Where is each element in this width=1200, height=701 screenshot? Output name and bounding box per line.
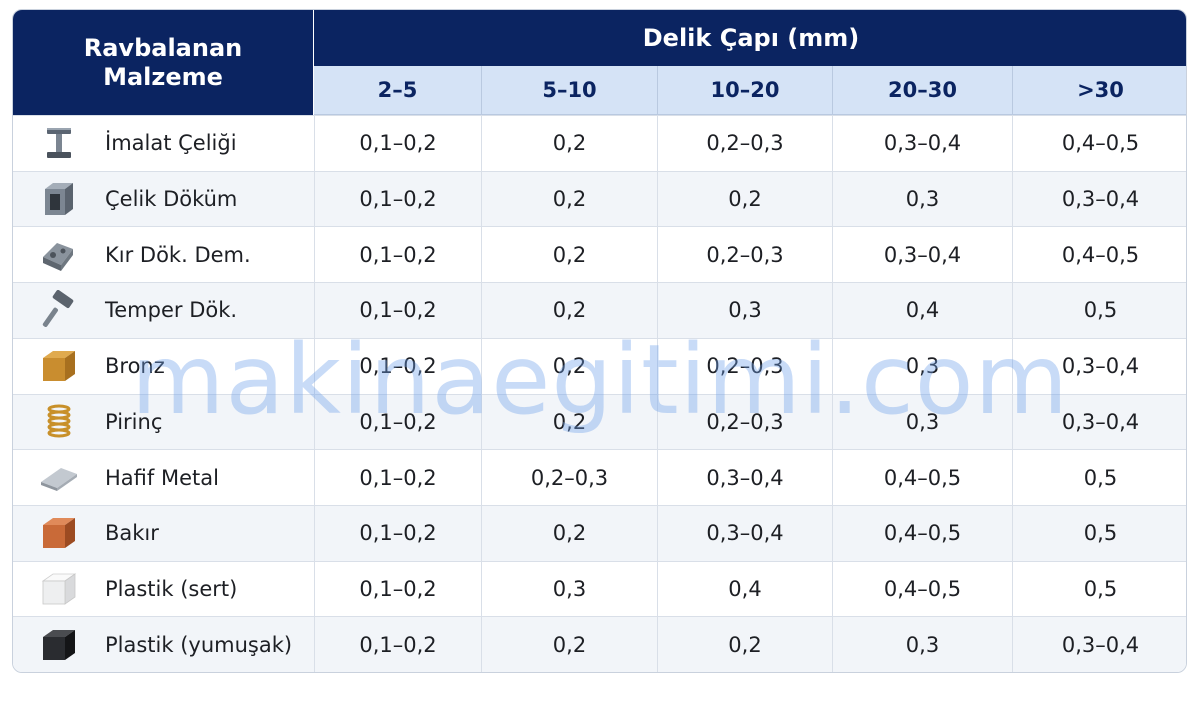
copper-cube-icon [39,513,79,553]
material-name-cell: İmalat Çeliği [13,115,314,171]
material-name: Hafif Metal [105,465,219,490]
value-cell: 0,1–0,2 [314,282,481,338]
hole-diameter-group-header: Delik Çapı (mm) [314,10,1186,66]
material-name: Bronz [105,354,165,379]
value-cell: 0,2 [481,337,657,394]
value-cell: 0,4 [832,282,1012,338]
value-cell: 0,2 [481,115,657,171]
steel-cube-icon [39,179,79,219]
material-name-cell: Pirinç [13,393,314,450]
value-cell: 0,4–0,5 [832,560,1012,617]
value-cell: 0,2–0,3 [657,393,832,450]
bronze-cube-icon [39,346,79,386]
material-name: Plastik (sert) [105,576,238,601]
value-cell: 0,3 [832,393,1012,450]
value-cell: 0,1–0,2 [314,616,481,672]
material-name: Çelik Döküm [105,187,238,212]
value-cell: 0,3–0,4 [832,226,1012,283]
value-cell: 0,2 [481,504,657,561]
value-cell: 0,3 [832,170,1012,227]
value-cell: 0,1–0,2 [314,226,481,283]
material-name-cell: Çelik Döküm [13,170,314,227]
column-header-5-10: 5–10 [481,66,657,115]
value-cell: 0,1–0,2 [314,560,481,617]
value-cell: 0,3 [657,282,832,338]
column-header-20-30: 20–30 [832,66,1012,115]
value-cell: 0,3 [481,560,657,617]
material-name-cell: Plastik (yumuşak) [13,616,314,672]
column-header-over-30: >30 [1012,66,1186,115]
material-name-cell: Bronz [13,337,314,394]
value-cell: 0,1–0,2 [314,393,481,450]
value-cell: 0,2 [481,226,657,283]
material-name: Kır Dök. Dem. [105,242,251,267]
material-name-cell: Plastik (sert) [13,560,314,617]
value-cell: 0,1–0,2 [314,337,481,394]
material-column-header: Ravbalanan Malzeme [13,10,314,115]
value-cell: 0,2 [657,170,832,227]
white-plastic-cube-icon [39,569,79,609]
value-cell: 0,5 [1012,504,1186,561]
value-cell: 0,5 [1012,560,1186,617]
material-name: Pirinç [105,409,163,434]
column-header-10-20: 10–20 [657,66,832,115]
material-header-line1: Ravbalanan [83,33,243,62]
light-metal-plate-icon [39,458,79,498]
value-cell: 0,5 [1012,282,1186,338]
i-beam-icon [39,123,79,163]
hammer-icon [39,290,79,330]
value-cell: 0,4–0,5 [832,449,1012,505]
value-cell: 0,3 [832,616,1012,672]
material-name-cell: Bakır [13,504,314,561]
value-cell: 0,2–0,3 [657,226,832,283]
value-cell: 0,2 [481,282,657,338]
material-name: İmalat Çeliği [105,131,237,156]
value-cell: 0,4–0,5 [832,504,1012,561]
material-name-cell: Temper Dök. [13,282,314,338]
brass-spring-icon [39,402,79,442]
material-name: Plastik (yumuşak) [105,632,293,657]
value-cell: 0,2–0,3 [657,337,832,394]
value-cell: 0,2 [481,170,657,227]
tap-drill-table: Ravbalanan Malzeme Delik Çapı (mm) 2–5 5… [12,9,1187,673]
value-cell: 0,4–0,5 [1012,115,1186,171]
value-cell: 0,1–0,2 [314,170,481,227]
value-cell: 0,3–0,4 [657,504,832,561]
value-cell: 0,1–0,2 [314,115,481,171]
material-header-line2: Malzeme [103,62,223,91]
value-cell: 0,2–0,3 [481,449,657,505]
material-name-cell: Kır Dök. Dem. [13,226,314,282]
value-cell: 0,2–0,3 [657,115,832,171]
material-name-cell: Hafif Metal [13,449,314,505]
value-cell: 0,5 [1012,449,1186,505]
value-cell: 0,3–0,4 [1012,393,1186,450]
value-cell: 0,4 [657,560,832,617]
value-cell: 0,1–0,2 [314,449,481,505]
value-cell: 0,3–0,4 [657,449,832,505]
value-cell: 0,3–0,4 [832,115,1012,171]
material-name: Bakır [105,521,159,546]
value-cell: 0,2 [481,393,657,450]
table-grid: Ravbalanan Malzeme Delik Çapı (mm) 2–5 5… [13,10,1186,672]
value-cell: 0,3 [832,337,1012,394]
value-cell: 0,2 [657,616,832,672]
value-cell: 0,1–0,2 [314,504,481,561]
value-cell: 0,3–0,4 [1012,616,1186,672]
value-cell: 0,4–0,5 [1012,226,1186,283]
black-plastic-cube-icon [39,625,79,665]
material-name: Temper Dök. [105,298,238,323]
value-cell: 0,3–0,4 [1012,337,1186,394]
value-cell: 0,2 [481,616,657,672]
cast-iron-block-icon [39,235,79,275]
value-cell: 0,3–0,4 [1012,170,1186,227]
column-header-2-5: 2–5 [314,66,481,115]
